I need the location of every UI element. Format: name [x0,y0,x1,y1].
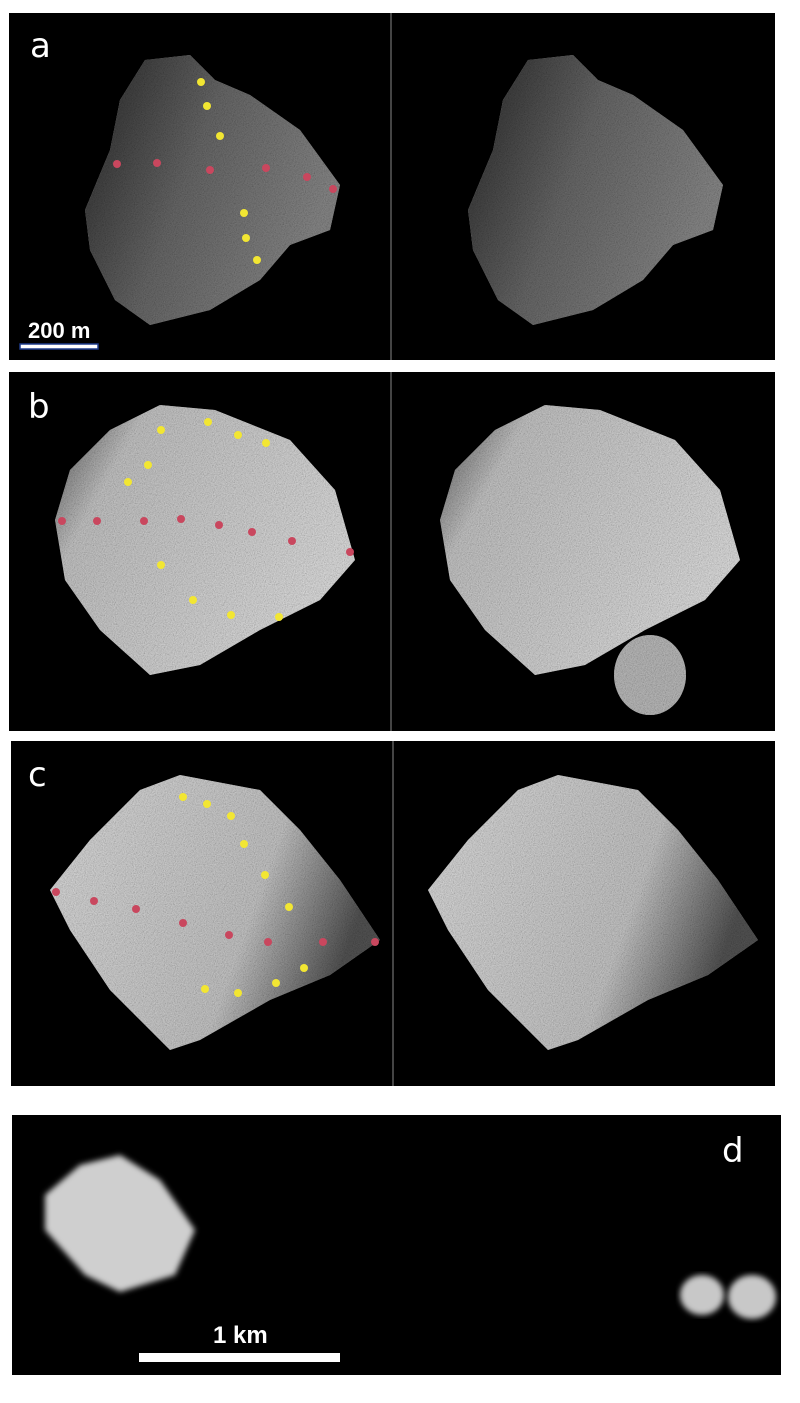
yellow-marker [157,561,165,569]
red-marker [93,517,101,525]
yellow-marker [157,426,165,434]
red-marker [329,185,337,193]
asteroid-image [728,1275,776,1319]
yellow-marker [197,78,205,86]
yellow-marker [144,461,152,469]
yellow-marker [240,209,248,217]
yellow-marker [179,793,187,801]
yellow-marker [242,234,250,242]
red-marker [206,166,214,174]
red-marker [319,938,327,946]
yellow-marker [203,800,211,808]
red-marker [113,160,121,168]
asteroid-image [50,775,380,1050]
red-marker [90,897,98,905]
yellow-marker [216,132,224,140]
red-marker [262,164,270,172]
yellow-marker [124,478,132,486]
yellow-marker [261,871,269,879]
yellow-marker [227,611,235,619]
red-marker [132,905,140,913]
moonlet-image [614,635,686,715]
panel-label: c [28,755,47,795]
yellow-marker [204,418,212,426]
scale-bar [139,1353,340,1362]
scale-bar-label: 1 km [213,1322,268,1349]
red-marker [52,888,60,896]
red-marker [140,517,148,525]
panel-label: d [722,1131,744,1171]
yellow-marker [300,964,308,972]
red-marker [177,515,185,523]
yellow-marker [240,840,248,848]
yellow-marker [201,985,209,993]
red-marker [179,919,187,927]
red-marker [264,938,272,946]
red-marker [346,548,354,556]
panel-a: a 200 m [9,13,775,360]
yellow-marker [262,439,270,447]
asteroid-image [45,1155,195,1292]
yellow-marker [275,613,283,621]
asteroid-image [680,1275,724,1315]
panel-c: c [11,741,775,1086]
red-marker [215,521,223,529]
panel-b: b [9,372,775,731]
red-marker [153,159,161,167]
panel-d: d 1 km [12,1115,781,1375]
red-marker [371,938,379,946]
red-marker [225,931,233,939]
red-marker [303,173,311,181]
scale-bar-label: 200 m [28,318,90,343]
yellow-marker [285,903,293,911]
asteroid-image [85,55,340,325]
red-marker [248,528,256,536]
asteroid-image [55,405,355,675]
yellow-marker [272,979,280,987]
red-marker [58,517,66,525]
panel-label: a [30,26,51,66]
panel-label: b [28,387,50,427]
yellow-marker [234,431,242,439]
scale-bar [19,343,99,350]
yellow-marker [227,812,235,820]
yellow-marker [189,596,197,604]
yellow-marker [203,102,211,110]
yellow-marker [234,989,242,997]
yellow-marker [253,256,261,264]
red-marker [288,537,296,545]
